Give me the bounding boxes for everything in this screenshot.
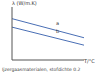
html-text:T/°C: T/°C: [84, 58, 95, 64]
svg-text:b: b: [56, 28, 59, 34]
html-text:λ (W/m.K): λ (W/m.K): [12, 0, 37, 6]
html-text:Ijzergaasmaterialen, stofdicht: Ijzergaasmaterialen, stofdichte 0.2: [2, 67, 81, 72]
svg-text:a: a: [56, 20, 59, 26]
